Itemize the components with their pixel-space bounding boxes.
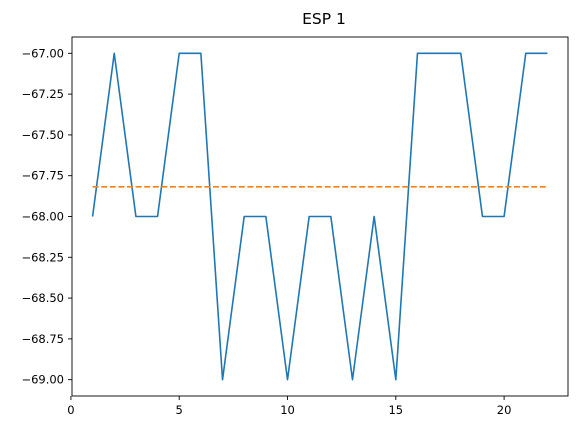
- y-tick-label: −68.50: [21, 291, 64, 305]
- chart-title: ESP 1: [302, 10, 346, 28]
- y-tick-label: −68.75: [21, 332, 64, 346]
- y-tick-label: −69.00: [21, 373, 64, 387]
- y-tick-label: −68.25: [21, 250, 64, 264]
- y-tick-label: −68.00: [21, 210, 64, 224]
- y-tick-label: −67.00: [21, 46, 64, 60]
- series-line-1: [91, 52, 548, 381]
- x-tick-label: 0: [67, 403, 74, 417]
- series-layer: [91, 52, 548, 381]
- x-tick-label: 20: [497, 403, 512, 417]
- axes-layer: 0 5 10 15 20 −67.00 −67.25 −67.50 −67.75 −68.00 −6…: [21, 36, 569, 417]
- x-tick-label: 15: [388, 403, 403, 417]
- x-tick-label: 5: [176, 403, 183, 417]
- y-tick-label: −67.25: [21, 87, 64, 101]
- y-tick-label: −67.50: [21, 128, 64, 142]
- x-tick-label: 10: [280, 403, 295, 417]
- y-tick-label: −67.75: [21, 169, 64, 183]
